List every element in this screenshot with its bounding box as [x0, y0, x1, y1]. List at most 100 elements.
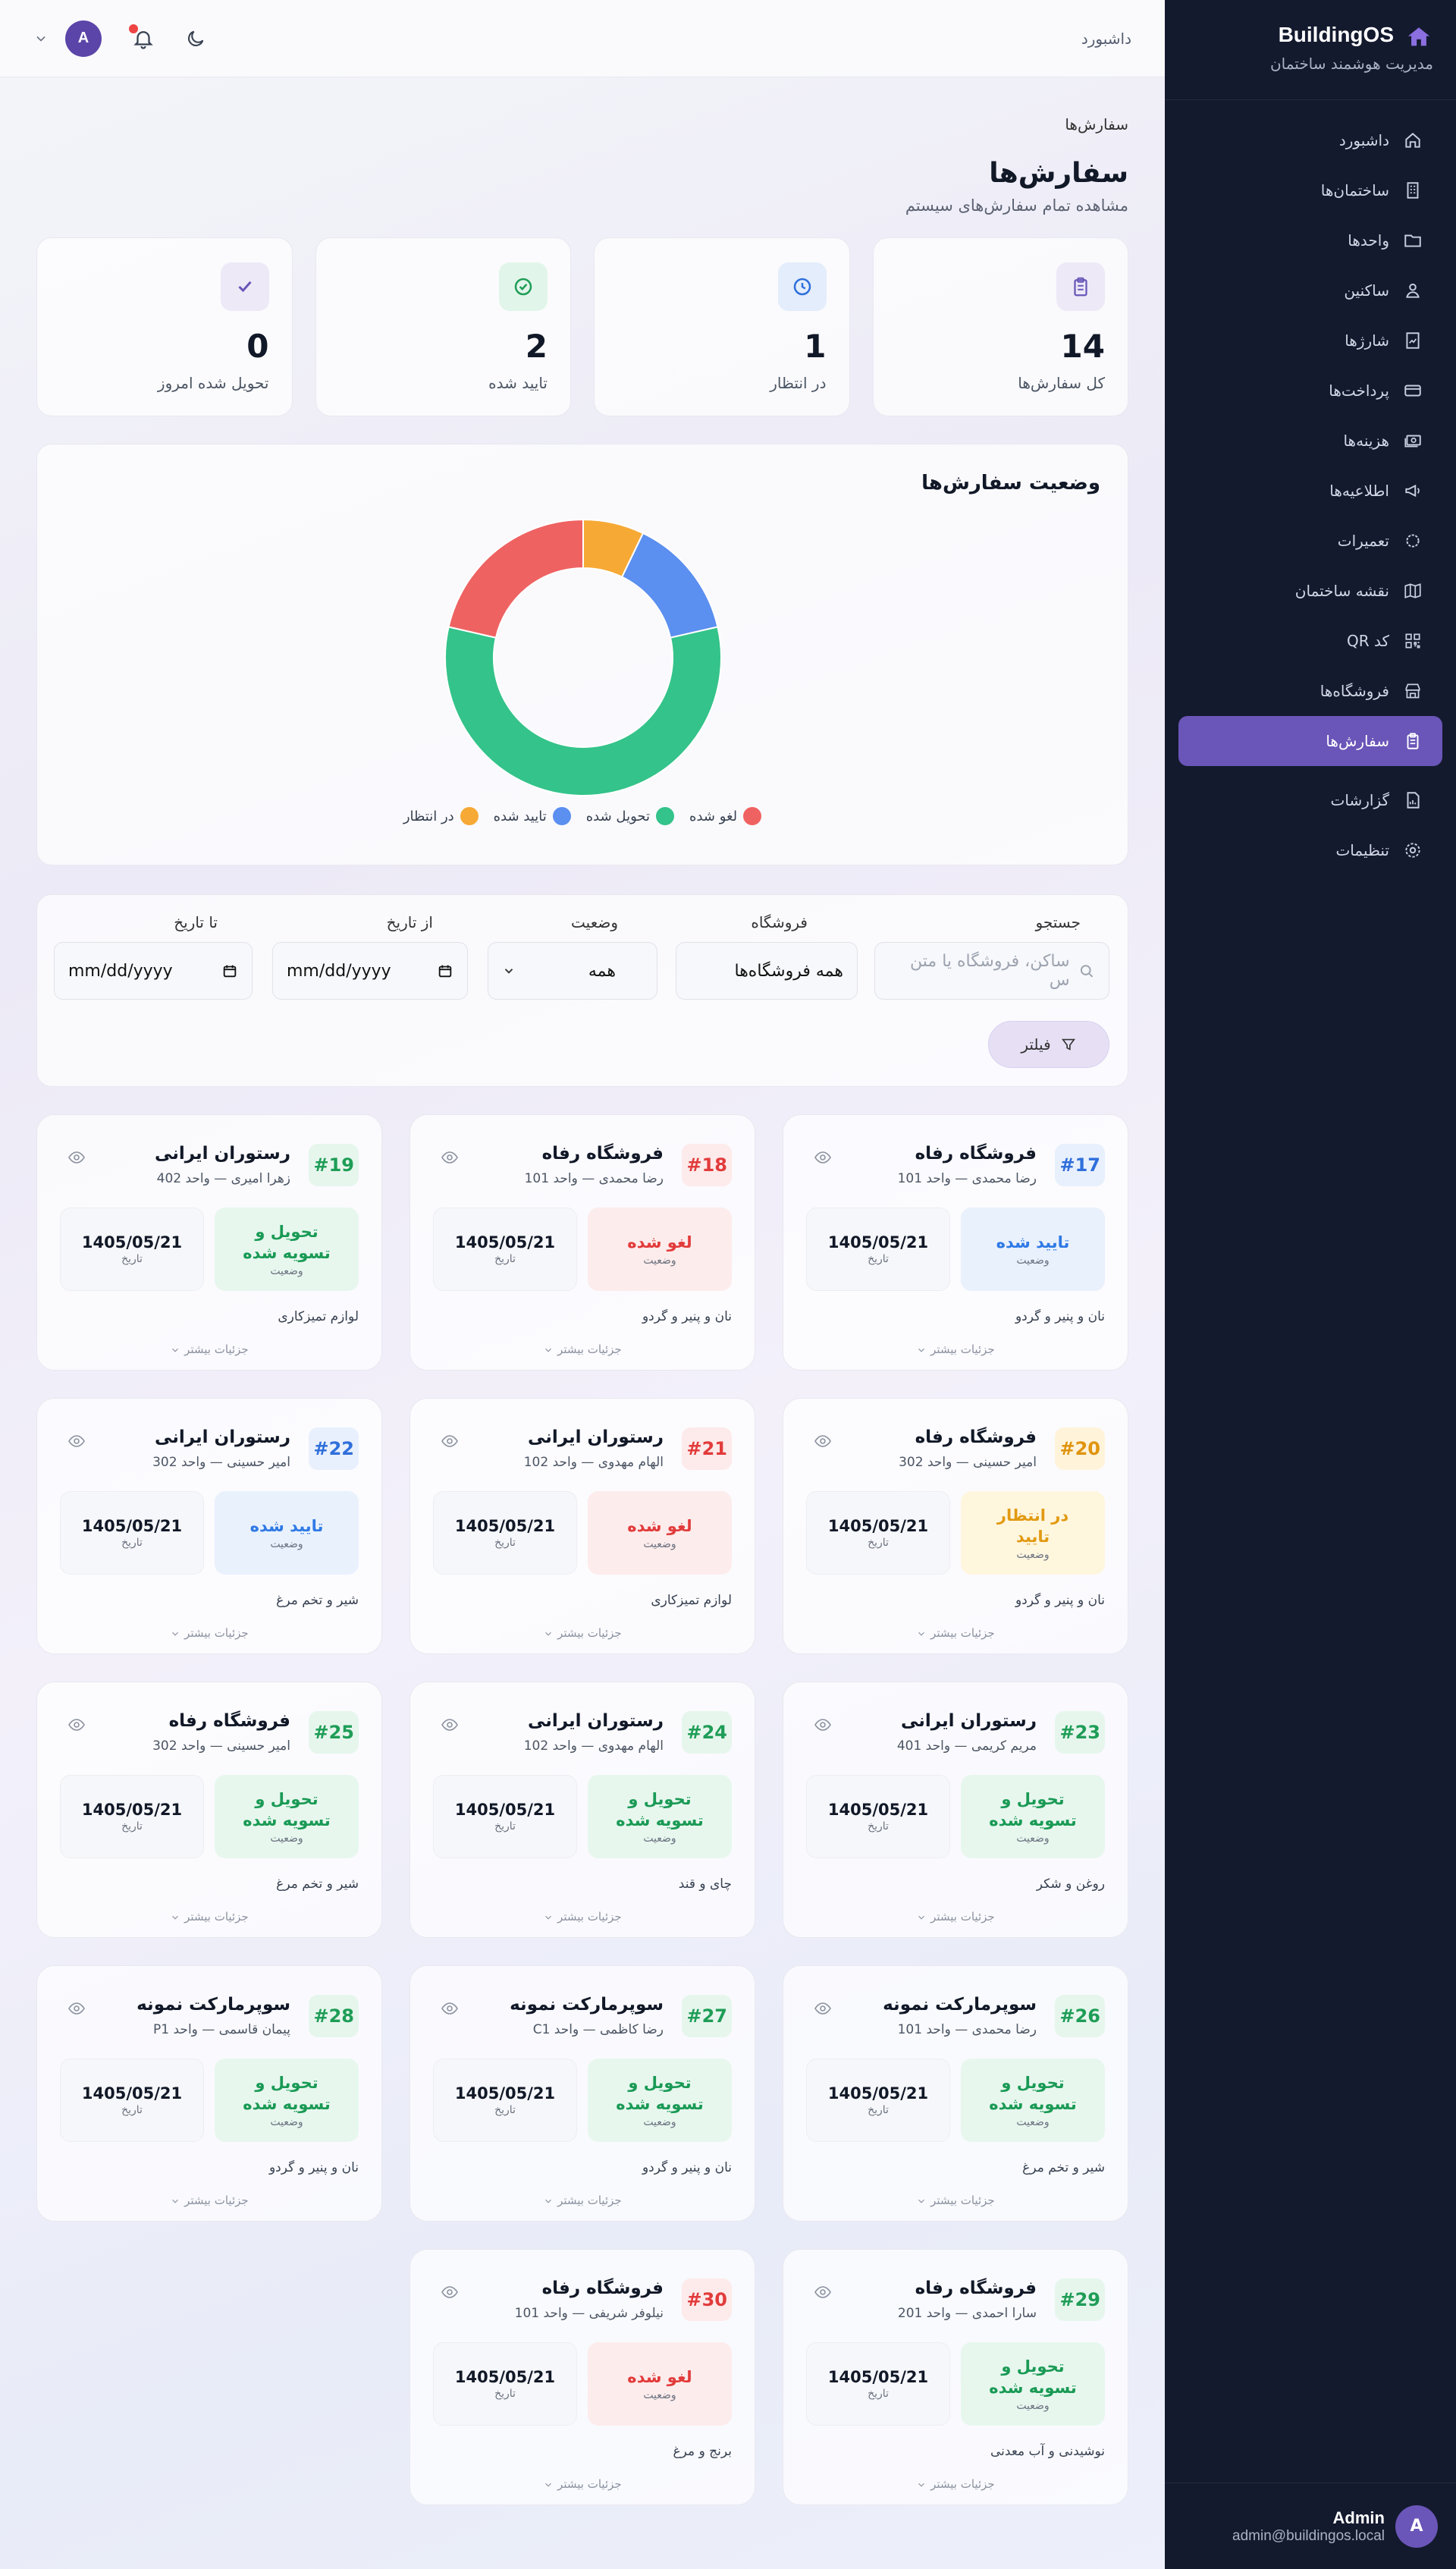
order-card[interactable]: #27 سوپرمارکت نمونه رضا کاظمی — واحد C1 تحو…: [410, 1965, 755, 2222]
sidebar-item-1[interactable]: ساختمان‌ها: [1165, 165, 1456, 215]
sidebar-item-6[interactable]: هزینه‌ها: [1165, 416, 1456, 466]
order-more-button[interactable]: جزئیات بیشتر: [410, 1626, 755, 1640]
top-header: داشبورد A: [0, 0, 1165, 77]
order-more-button[interactable]: جزئیات بیشتر: [783, 1626, 1128, 1640]
legend-item[interactable]: لغو شده: [689, 807, 762, 825]
sidebar-item-4[interactable]: شارژها: [1165, 316, 1456, 366]
sidebar-item-11[interactable]: فروشگاه‌ها: [1165, 666, 1456, 716]
eye-icon[interactable]: [814, 2283, 832, 2301]
order-date: 1405/05/21 تاریخ: [433, 2059, 577, 2142]
eye-icon[interactable]: [441, 1716, 459, 1734]
eye-icon[interactable]: [441, 1148, 459, 1167]
user-footer[interactable]: A Admin admin@buildingos.local: [1165, 2483, 1456, 2569]
eye-icon[interactable]: [814, 1148, 832, 1167]
filter-button-label: فیلتر: [1021, 1035, 1051, 1054]
order-more-button[interactable]: جزئیات بیشتر: [783, 1910, 1128, 1924]
order-card[interactable]: #23 رستوران ایرانی مریم کریمی — واحد 401 تح…: [783, 1682, 1128, 1938]
sidebar-item-10[interactable]: کد QR: [1165, 616, 1456, 666]
sidebar-item-14[interactable]: تنظیمات: [1165, 825, 1456, 875]
order-more-button[interactable]: جزئیات بیشتر: [410, 1343, 755, 1356]
order-more-button[interactable]: جزئیات بیشتر: [37, 1626, 381, 1640]
from-date-input[interactable]: mm/dd/yyyy: [272, 942, 468, 1000]
order-resident: رضا محمدی — واحد 101: [897, 2022, 1037, 2037]
order-more-button[interactable]: جزئیات بیشتر: [410, 2194, 755, 2207]
order-card[interactable]: #28 سوپرمارکت نمونه پیمان قاسمی — واحد P1 ت…: [36, 1965, 382, 2222]
eye-icon[interactable]: [67, 1432, 86, 1450]
eye-icon[interactable]: [441, 1432, 459, 1450]
header-breadcrumb[interactable]: داشبورد: [1081, 29, 1131, 48]
order-card[interactable]: #18 فروشگاه رفاه رضا محمدی — واحد 101 لغو ش…: [410, 1114, 755, 1371]
order-date: 1405/05/21 تاریخ: [433, 1775, 577, 1858]
order-more-label: جزئیات بیشتر: [557, 1626, 622, 1640]
notification-bell[interactable]: [129, 24, 155, 50]
sidebar-item-8[interactable]: تعمیرات: [1165, 516, 1456, 566]
order-more-label: جزئیات بیشتر: [557, 1343, 622, 1356]
sidebar-item-label: ساختمان‌ها: [1320, 181, 1389, 199]
order-more-label: جزئیات بیشتر: [557, 2477, 622, 2491]
order-card[interactable]: #17 فروشگاه رفاه رضا محمدی — واحد 101 تایید…: [783, 1114, 1128, 1371]
eye-icon[interactable]: [814, 1999, 832, 2018]
donut-slice-1[interactable]: [620, 532, 719, 639]
order-card[interactable]: #22 رستوران ایرانی امیر حسینی — واحد 302 تا…: [36, 1398, 382, 1654]
order-resident: سارا احمدی — واحد 201: [897, 2306, 1037, 2321]
donut-slice-2[interactable]: [444, 626, 722, 796]
sidebar-item-0[interactable]: داشبورد: [1165, 115, 1456, 165]
sidebar-item-7[interactable]: اطلاعیه‌ها: [1165, 466, 1456, 516]
order-more-button[interactable]: جزئیات بیشتر: [783, 2194, 1128, 2207]
order-card[interactable]: #30 فروشگاه رفاه نیلوفر شریفی — واحد 101 لغ…: [410, 2249, 755, 2505]
sidebar-item-2[interactable]: واحدها: [1165, 215, 1456, 265]
order-date: 1405/05/21 تاریخ: [60, 1775, 204, 1858]
order-number: #30: [682, 2278, 732, 2321]
order-card[interactable]: #20 فروشگاه رفاه امیر حسینی — واحد 302 در ا…: [783, 1398, 1128, 1654]
sidebar-item-13[interactable]: گزارشات: [1165, 775, 1456, 825]
moon-icon[interactable]: [185, 28, 206, 49]
sidebar-item-3[interactable]: ساکنین: [1165, 265, 1456, 316]
order-status-text: تحویل و تسویه شده: [243, 2073, 331, 2113]
order-resident: امیر حسینی — واحد 302: [152, 1738, 290, 1754]
megaphone-icon: [1403, 481, 1423, 501]
order-status-text: تحویل و تسویه شده: [616, 2073, 704, 2113]
sidebar-item-12[interactable]: سفارش‌ها: [1178, 716, 1442, 766]
order-card[interactable]: #29 فروشگاه رفاه سارا احمدی — واحد 201 تحوی…: [783, 2249, 1128, 2505]
order-card[interactable]: #24 رستوران ایرانی الهام مهدوی — واحد 102 ت…: [410, 1682, 755, 1938]
order-more-button[interactable]: جزئیات بیشتر: [37, 2194, 381, 2207]
order-status-caption: وضعیت: [1016, 2116, 1050, 2129]
order-more-button[interactable]: جزئیات بیشتر: [37, 1910, 381, 1924]
header-avatar[interactable]: A: [65, 20, 102, 57]
order-store: رستوران ایرانی: [154, 1427, 290, 1447]
status-select[interactable]: همه: [488, 942, 657, 1000]
order-more-button[interactable]: جزئیات بیشتر: [783, 2477, 1128, 2491]
sidebar-item-5[interactable]: پرداخت‌ها: [1165, 366, 1456, 416]
order-more-button[interactable]: جزئیات بیشتر: [410, 1910, 755, 1924]
eye-icon[interactable]: [67, 1148, 86, 1167]
eye-icon[interactable]: [441, 2283, 459, 2301]
chevron-down-icon[interactable]: [33, 31, 49, 46]
to-date-input[interactable]: mm/dd/yyyy: [54, 942, 253, 1000]
order-info: تحویل و تسویه شده وضعیت 1405/05/21 تاریخ: [60, 1208, 359, 1291]
eye-icon[interactable]: [67, 1999, 86, 2018]
order-card[interactable]: #26 سوپرمارکت نمونه رضا محمدی — واحد 101 تح…: [783, 1965, 1128, 2222]
eye-icon[interactable]: [441, 1999, 459, 2018]
order-more-button[interactable]: جزئیات بیشتر: [783, 1343, 1128, 1356]
store-select[interactable]: همه فروشگاه‌ها: [676, 942, 858, 1000]
legend-item[interactable]: تایید شده: [494, 807, 571, 825]
order-more-button[interactable]: جزئیات بیشتر: [37, 1343, 381, 1356]
order-status: تحویل و تسویه شده وضعیت: [588, 2059, 732, 2142]
order-card[interactable]: #21 رستوران ایرانی الهام مهدوی — واحد 102 ل…: [410, 1398, 755, 1654]
search-input[interactable]: ساکن، فروشگاه یا متن س: [874, 942, 1109, 1000]
eye-icon[interactable]: [67, 1716, 86, 1734]
legend-item[interactable]: تحویل شده: [586, 807, 675, 825]
order-card[interactable]: #25 فروشگاه رفاه امیر حسینی — واحد 302 تحوی…: [36, 1682, 382, 1938]
order-card[interactable]: #19 رستوران ایرانی زهرا امیری — واحد 402 تح…: [36, 1114, 382, 1371]
eye-icon[interactable]: [814, 1716, 832, 1734]
chevron-down-icon: [172, 2199, 179, 2203]
settings-icon: [1403, 840, 1423, 860]
legend-item[interactable]: در انتظار: [403, 807, 479, 825]
donut-slice-3[interactable]: [447, 518, 584, 639]
eye-icon[interactable]: [814, 1432, 832, 1450]
sidebar-item-9[interactable]: نقشه ساختمان: [1165, 566, 1456, 616]
order-number: #19: [309, 1144, 359, 1186]
filter-button[interactable]: فیلتر: [988, 1021, 1109, 1068]
order-date-value: 1405/05/21: [454, 2084, 556, 2103]
order-more-button[interactable]: جزئیات بیشتر: [410, 2477, 755, 2491]
